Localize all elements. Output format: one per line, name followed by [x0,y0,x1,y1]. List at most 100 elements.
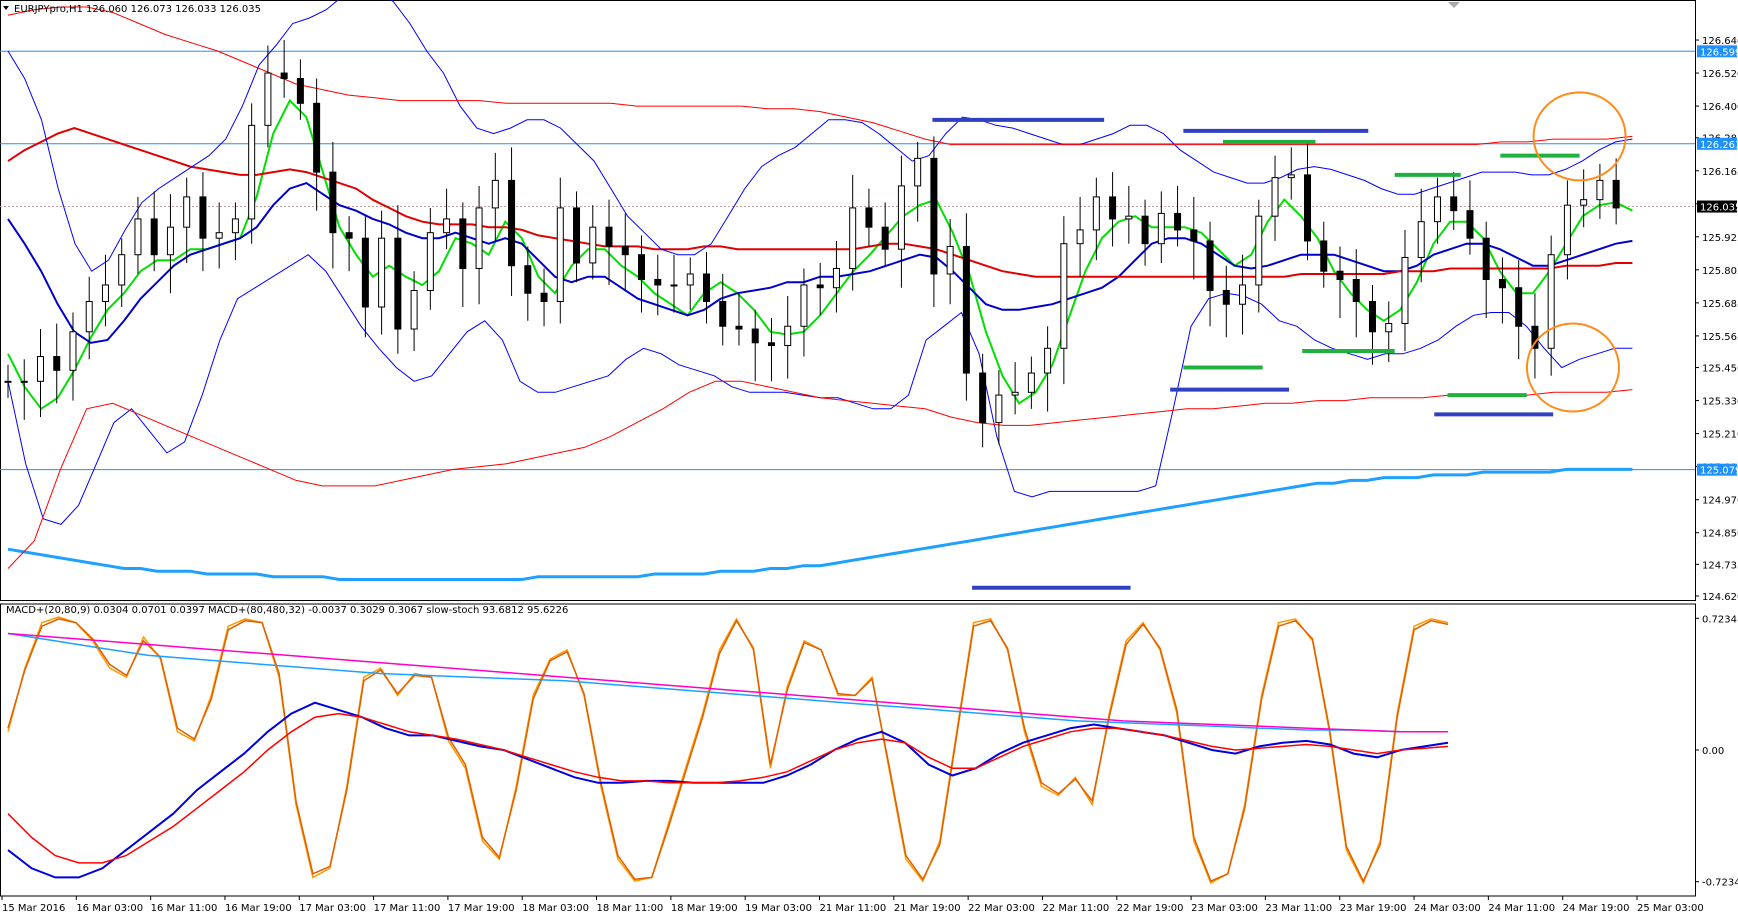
candle-body [491,179,499,209]
main-frame [0,0,1696,601]
candle-body [1612,179,1620,209]
candle-body [719,300,727,327]
candle-body [621,245,629,256]
candle-body [378,237,386,308]
candle-body [735,325,743,330]
candle-body [1401,256,1409,325]
candle-body [1352,278,1360,302]
candle-body [1482,237,1490,280]
scroll-marker-icon[interactable] [1448,2,1460,8]
time-tick-label: 18 Mar 03:00 [522,903,589,914]
time-tick-label: 23 Mar 19:00 [1340,903,1407,914]
oscillator-line [7,616,1449,885]
candle-body [914,157,922,187]
candle-body [1027,372,1035,393]
candle-body [1450,196,1458,212]
indicator-line [7,98,1633,411]
candle-body [20,380,28,383]
candle-body [1239,284,1247,305]
price-tick-label: 126.400 [1702,102,1738,113]
candle-body [1580,199,1588,206]
candle-body [134,218,142,256]
candle-body [751,328,759,344]
price-tag [1697,45,1737,58]
highlight-circle [1532,91,1627,182]
dropdown-arrow-icon[interactable] [3,6,9,10]
indicator-line [7,0,1633,272]
candle-body [524,265,532,294]
candle-body [1368,300,1376,333]
candle-body [1466,210,1474,239]
price-axis: 126.640126.520126.400126.285126.165126.0… [1695,36,1738,889]
candle-body [1157,212,1165,245]
candle-body [1206,240,1214,291]
candle-body [443,218,451,234]
price-tick-label: 125.805 [1702,266,1738,277]
candle-body [313,102,321,173]
candle-body [296,78,304,104]
time-tick-label: 18 Mar 11:00 [597,903,664,914]
candle-body [69,331,77,371]
candle-body [394,237,402,330]
sub-frame [0,603,1696,897]
candle-body [426,232,434,291]
candle-body [881,226,889,250]
candle-body [589,226,597,264]
candle-body [686,273,694,286]
time-axis: 15 Mar 2016 16 Mar 03:00 16 Mar 11:00 16 Ma… [1,896,1704,914]
candle-body [166,226,174,256]
price-tick-label: 124.850 [1702,529,1738,540]
candle-body [1092,196,1100,231]
candle-body [1125,215,1133,220]
time-tick-label: 21 Mar 19:00 [894,903,961,914]
time-tick-label: 17 Mar 19:00 [448,903,515,914]
price-chart[interactable] [0,0,1696,601]
price-tick-label: 126.165 [1702,167,1738,178]
price-tag-label: 126.263 [1700,140,1738,151]
price-tick-label: 125.565 [1702,332,1738,343]
candle-body [556,207,564,302]
candle-body [215,232,223,239]
candle-body [946,245,954,275]
candle-body [1498,278,1506,289]
candle-body [264,72,272,126]
time-tick-label: 21 Mar 11:00 [820,903,887,914]
price-tag-label: 125.079 [1700,466,1738,477]
candle-body [1547,254,1555,349]
candle-body [995,394,1003,424]
candle-body [183,196,191,228]
indicator-chart[interactable] [0,603,1696,897]
oscillator-line [7,632,1448,733]
highlight-circle [1525,322,1620,413]
candle-body [638,254,646,280]
indicator-line [7,127,1633,278]
candle-body [930,157,938,275]
candle-body [670,284,678,287]
candle-body [1222,289,1230,305]
candle-body [118,254,126,286]
candle-body [865,207,873,228]
price-tick-label: 124.620 [1702,592,1738,603]
candle-body [540,292,548,302]
time-tick-label: 17 Mar 03:00 [299,903,366,914]
candle-body [1060,243,1068,349]
candle-body [1174,212,1182,231]
candle-body [361,237,369,308]
candle-body [199,196,207,239]
oscillator-line [7,618,1449,883]
time-tick-label: 18 Mar 19:00 [671,903,738,914]
candle-body [784,325,792,347]
time-tick-label: 22 Mar 11:00 [1042,903,1109,914]
candle-body [654,278,662,286]
candle-body [1596,179,1604,201]
indicator-header: MACD+(20,80,9) 0.0304 0.0701 0.0397 MACD… [6,605,568,616]
candle-body [1076,229,1084,245]
candle-body [1515,287,1523,327]
candle-body [1336,270,1344,280]
oscillator-line [7,712,1449,864]
oscillator-tick-label: 0.7234 [1702,614,1737,625]
price-tag-label: 126.599 [1700,47,1738,58]
time-tick-label: 17 Mar 11:00 [374,903,441,914]
indicator-line [7,6,1633,146]
